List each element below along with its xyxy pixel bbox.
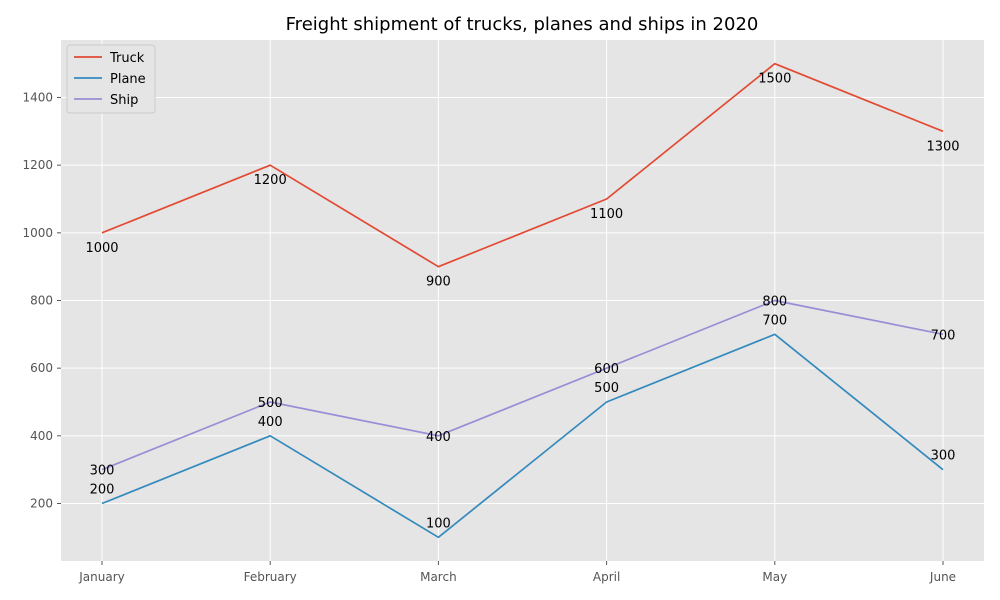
y-tick-label: 400 bbox=[30, 429, 53, 443]
legend-box bbox=[66, 44, 156, 114]
x-tick-label: June bbox=[929, 570, 956, 584]
x-tick-label: May bbox=[762, 570, 787, 584]
legend-label: Ship bbox=[110, 93, 138, 108]
data-label: 800 bbox=[762, 295, 787, 310]
y-tick-label: 200 bbox=[30, 496, 53, 510]
x-tick-label: March bbox=[420, 570, 457, 584]
series-lines bbox=[101, 62, 944, 539]
y-tick-label: 1200 bbox=[22, 158, 53, 172]
data-label: 900 bbox=[426, 275, 451, 290]
series-line-plane bbox=[101, 333, 944, 539]
data-label: 500 bbox=[258, 396, 283, 411]
y-tick-label: 800 bbox=[30, 294, 53, 308]
data-label: 100 bbox=[426, 516, 451, 531]
y-tick-label: 1000 bbox=[22, 226, 53, 240]
chart-title: Freight shipment of trucks, planes and s… bbox=[286, 14, 759, 35]
x-tick-label: January bbox=[78, 570, 125, 584]
data-label: 400 bbox=[258, 415, 283, 430]
y-axis-ticks: 200 400 600 800 1000 1200 1400 bbox=[22, 91, 61, 510]
series-line-truck bbox=[101, 62, 944, 268]
data-label: 600 bbox=[594, 362, 619, 377]
series-line-ship bbox=[101, 299, 944, 471]
x-tick-label: April bbox=[593, 570, 620, 584]
data-label: 300 bbox=[931, 449, 956, 464]
legend-label: Truck bbox=[109, 51, 145, 66]
data-label: 400 bbox=[426, 430, 451, 445]
data-label: 1300 bbox=[926, 139, 959, 154]
data-labels: 1000 1200 900 1100 1500 1300 200 400 100 500 700 30… bbox=[85, 72, 959, 532]
data-label: 700 bbox=[762, 313, 787, 328]
data-label: 700 bbox=[931, 328, 956, 343]
y-tick-label: 1400 bbox=[22, 91, 53, 105]
x-tick-label: February bbox=[244, 570, 297, 584]
data-label: 300 bbox=[90, 464, 115, 479]
data-label: 1000 bbox=[85, 241, 118, 256]
x-axis-ticks: January February March April May June bbox=[78, 561, 956, 584]
data-label: 1100 bbox=[590, 207, 623, 222]
legend-label: Plane bbox=[110, 72, 146, 87]
y-tick-label: 600 bbox=[30, 361, 53, 375]
data-label: 1200 bbox=[254, 173, 287, 188]
data-label: 1500 bbox=[758, 72, 791, 87]
data-label: 200 bbox=[90, 482, 115, 497]
data-label: 500 bbox=[594, 381, 619, 396]
legend: Truck Plane Ship bbox=[66, 44, 156, 114]
